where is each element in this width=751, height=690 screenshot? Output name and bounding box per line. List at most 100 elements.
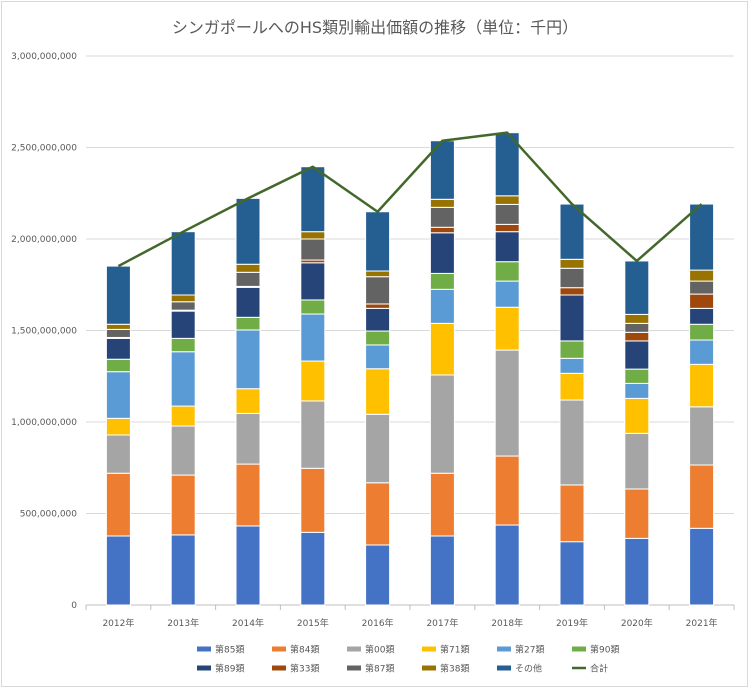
bar-segment-第85類-2012年 (105, 535, 131, 606)
bar-segment-第87類-2019年 (559, 267, 585, 289)
bar-segment-第33類-2019年 (559, 287, 585, 296)
chart-title: シンガポールへのHS類別輸出価額の推移（単位：千円） (172, 18, 578, 37)
bar-segment-その他-2014年 (235, 197, 261, 265)
bar-segment-その他-2021年 (689, 203, 715, 271)
bar-segment-第38類-2021年 (689, 269, 715, 282)
bar-segment-第90類-2017年 (429, 272, 455, 290)
bar-segment-その他-2012年 (105, 265, 131, 325)
line-total (117, 131, 703, 268)
bar-segment-第85類-2014年 (235, 525, 261, 606)
bar-segment-第84類-2016年 (365, 482, 391, 546)
bar-segment-第84類-2019年 (559, 484, 585, 543)
x-tick-label: 2018年 (491, 617, 523, 629)
bar-segment-第38類-2017年 (429, 198, 455, 208)
legend-swatch (422, 665, 436, 671)
bar-segment-第89類-2014年 (235, 286, 261, 318)
bar-segment-第27類-2020年 (624, 382, 650, 399)
bar-segment-第71類-2020年 (624, 397, 650, 434)
bar-segment-第33類-2016年 (365, 303, 391, 309)
bar-segment-第85類-2013年 (170, 534, 196, 606)
legend-swatch (272, 646, 286, 652)
y-tick-label: 1,500,000,000 (11, 327, 77, 337)
legend-swatch (347, 646, 361, 652)
legend-item: 第71類 (422, 644, 469, 656)
bar-segment-第00類-2015年 (300, 400, 326, 469)
y-tick-label: 3,000,000,000 (11, 52, 77, 62)
bar-segment-第00類-2013年 (170, 425, 196, 476)
bar-segment-第38類-2013年 (170, 294, 196, 303)
x-tick-label: 2016年 (362, 617, 394, 629)
legend-swatch (347, 665, 361, 671)
bar-segment-その他-2015年 (300, 166, 326, 233)
bar-segment-第84類-2018年 (494, 455, 520, 526)
x-tick-label: 2017年 (426, 617, 458, 629)
bar-segment-第27類-2016年 (365, 344, 391, 370)
legend-item: 第00類 (347, 644, 394, 656)
bar-segment-その他-2020年 (624, 260, 650, 315)
bar-segment-第87類-2017年 (429, 206, 455, 228)
x-tick-label: 2013年 (167, 617, 199, 629)
bar-segment-第90類-2014年 (235, 316, 261, 331)
bar-segment-第00類-2012年 (105, 434, 131, 474)
bar-segment-第87類-2021年 (689, 280, 715, 295)
bar-segment-第71類-2014年 (235, 388, 261, 414)
y-axis-ticks: 0 500,000,000 1,000,000,000 1,500,000,000 2,… (11, 52, 77, 611)
bar-segment-第87類-2013年 (170, 301, 196, 311)
bar-segment-第85類-2019年 (559, 541, 585, 606)
legend-label: 第00類 (365, 644, 394, 656)
legend-swatch (197, 665, 211, 671)
bar-segment-第90類-2015年 (300, 299, 326, 315)
y-tick-label: 500,000,000 (20, 510, 78, 520)
bar-segment-第90類-2021年 (689, 323, 715, 341)
bar-segment-その他-2016年 (365, 211, 391, 272)
legend-label: 第84類 (290, 644, 319, 656)
bar-segment-第33類-2017年 (429, 226, 455, 234)
bar-segment-第00類-2019年 (559, 399, 585, 486)
y-tick-label: 0 (71, 601, 77, 611)
legend-item: 第90類 (572, 644, 619, 656)
bar-segment-第90類-2020年 (624, 368, 650, 384)
bar-segment-第87類-2020年 (624, 322, 650, 333)
bar-segment-第27類-2019年 (559, 357, 585, 374)
bar-segment-第84類-2015年 (300, 467, 326, 533)
legend-item: 第27類 (497, 644, 544, 656)
bar-segment-第71類-2017年 (429, 322, 455, 376)
bar-segment-第38類-2020年 (624, 313, 650, 324)
bar-segment-第89類-2017年 (429, 232, 455, 274)
bar-segment-第87類-2012年 (105, 328, 131, 338)
bar-segment-第71類-2021年 (689, 363, 715, 408)
bar-segment-第89類-2018年 (494, 231, 520, 263)
bar-segment-第89類-2021年 (689, 307, 715, 325)
x-tick-label: 2020年 (621, 617, 653, 629)
bar-segment-第27類-2013年 (170, 351, 196, 407)
bar-segment-第84類-2021年 (689, 464, 715, 529)
bar-segment-第00類-2018年 (494, 349, 520, 457)
bar-segment-第84類-2014年 (235, 463, 261, 527)
legend-swatch (497, 665, 511, 671)
bar-segment-第27類-2021年 (689, 339, 715, 365)
legend-swatch (422, 646, 436, 652)
bar-segment-第87類-2015年 (300, 238, 326, 261)
bar-segment-第87類-2014年 (235, 271, 261, 287)
bar-segment-第90類-2016年 (365, 330, 391, 346)
legend-swatch (497, 646, 511, 652)
total-line (117, 131, 703, 268)
legend-swatch (197, 646, 211, 652)
legend-label: 第71類 (440, 644, 469, 656)
y-tick-label: 2,000,000,000 (11, 235, 77, 245)
bar-segment-第00類-2017年 (429, 374, 455, 474)
bar-segment-その他-2013年 (170, 231, 196, 296)
bar-segment-第38類-2018年 (494, 195, 520, 205)
legend-label: 第33類 (290, 663, 319, 675)
bar-segment-第00類-2014年 (235, 412, 261, 465)
bar-segment-第90類-2012年 (105, 358, 131, 373)
bar-segment-第27類-2015年 (300, 313, 326, 362)
bar-segment-第89類-2020年 (624, 340, 650, 370)
x-tick-label: 2012年 (102, 617, 134, 629)
bar-segment-第87類-2016年 (365, 276, 391, 305)
bars (105, 132, 715, 606)
bar-segment-第85類-2020年 (624, 537, 650, 606)
x-tick-label: 2015年 (297, 617, 329, 629)
y-tick-label: 2,500,000,000 (11, 144, 77, 154)
